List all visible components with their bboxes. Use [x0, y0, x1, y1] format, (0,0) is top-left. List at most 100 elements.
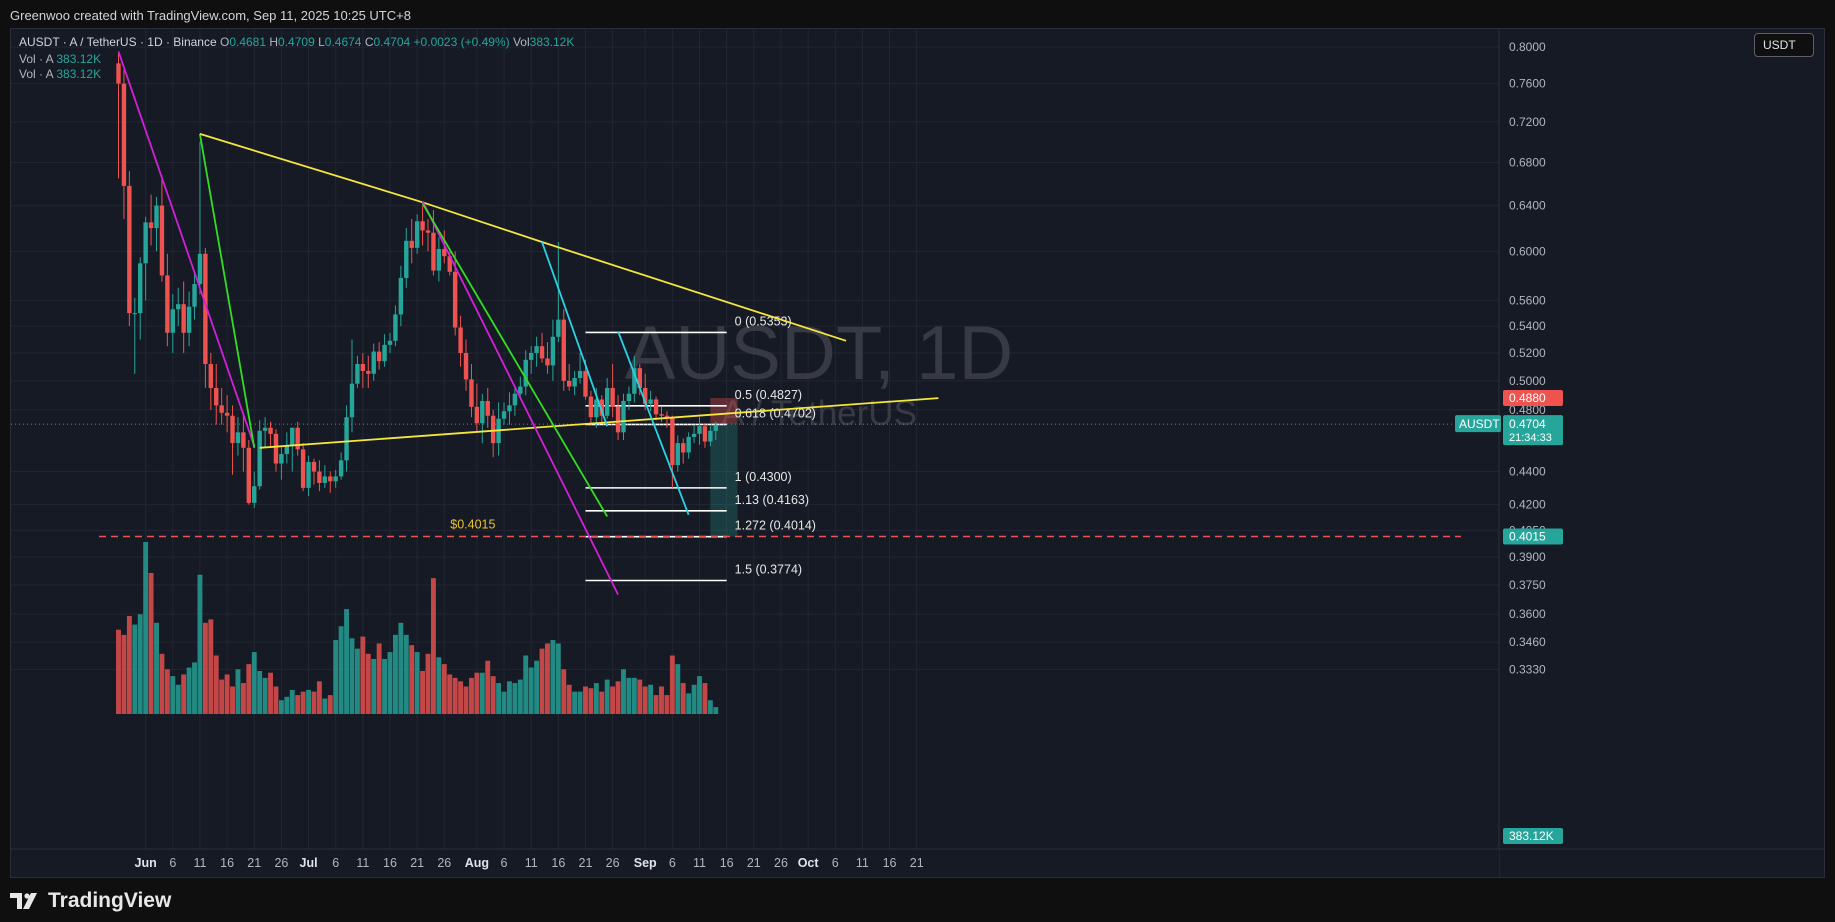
- candle-body: [121, 83, 127, 186]
- candle-body: [632, 368, 637, 394]
- trendline[interactable]: [199, 133, 256, 448]
- last-price-tag: [1503, 415, 1563, 446]
- volume-bar: [691, 684, 697, 714]
- volume-bar: [593, 683, 599, 714]
- volume-bar: [561, 669, 567, 714]
- volume-bar: [387, 652, 393, 714]
- candle-body: [605, 387, 610, 416]
- fib-level-label: 1 (0.4300): [735, 470, 792, 484]
- tradingview-logo-icon: [10, 893, 37, 909]
- price-axis-tick: 0.7600: [1509, 77, 1546, 91]
- candle-body: [338, 460, 344, 477]
- price-axis-tick: 0.3900: [1509, 550, 1546, 564]
- candle-body: [539, 346, 545, 359]
- time-axis-tick: Jun: [135, 856, 157, 870]
- volume-bar: [154, 622, 159, 714]
- volume-bar: [121, 634, 127, 714]
- candle-body: [203, 253, 208, 364]
- volume-bar: [371, 658, 377, 714]
- time-axis-tick: 6: [669, 856, 676, 870]
- candle-body: [176, 304, 181, 310]
- candle-body: [626, 393, 632, 401]
- chart-pane[interactable]: AUSDT, 1D A / TetherUS 0 (0.5353) 0.5 (0.48…: [10, 28, 1825, 878]
- time-axis-tick: 11: [356, 856, 369, 870]
- candle-body: [322, 476, 328, 483]
- last-price-value: 0.4704: [1509, 417, 1546, 431]
- brand-name: TradingView: [48, 889, 172, 912]
- support-price-label: $0.4015: [450, 518, 495, 532]
- time-axis-tick: 11: [193, 856, 206, 870]
- last-price-countdown: 21:34:33: [1509, 432, 1552, 444]
- time-axis-tick: 26: [437, 856, 451, 870]
- volume-bar: [219, 679, 225, 714]
- volume-legend-value: 383.12K: [56, 67, 102, 81]
- volume-bar: [338, 626, 344, 714]
- volume-bar: [707, 700, 713, 714]
- candle-body: [583, 370, 588, 397]
- volume-bar: [479, 672, 485, 714]
- volume-bar: [278, 700, 284, 714]
- candle-body: [501, 411, 507, 419]
- time-axis-tick: 16: [883, 856, 897, 870]
- price-axis-tick: 0.6000: [1509, 244, 1546, 258]
- time-axis-tick: 21: [747, 856, 761, 870]
- candle-body: [241, 432, 246, 448]
- time-axis-tick: Oct: [798, 856, 820, 870]
- volume-bar: [490, 676, 496, 714]
- trendline[interactable]: [259, 397, 939, 449]
- trendline[interactable]: [199, 133, 847, 342]
- time-axis-tick: 16: [383, 856, 397, 870]
- volume-bar: [333, 640, 339, 714]
- candle-body: [132, 313, 137, 315]
- candle-body: [409, 240, 414, 248]
- volume-bar: [659, 686, 664, 714]
- trendline[interactable]: [617, 331, 690, 516]
- price-axis-tick: 0.5600: [1509, 293, 1546, 307]
- candle-body: [431, 232, 436, 271]
- candle-body: [420, 221, 425, 231]
- time-axis-tick: 16: [551, 856, 565, 870]
- volume-bar: [572, 691, 578, 714]
- candle-body: [398, 277, 404, 315]
- candle-body: [165, 275, 170, 333]
- volume-bar: [523, 655, 529, 714]
- volume-bar: [517, 679, 523, 714]
- fib-level-label: 1.5 (0.3774): [735, 562, 802, 576]
- legend-open-value: 0.4681: [229, 35, 267, 49]
- trendline[interactable]: [117, 51, 256, 447]
- time-axis-tick: 6: [832, 856, 839, 870]
- candle-body: [534, 346, 539, 353]
- volume-bar: [474, 672, 480, 714]
- candle-body: [393, 314, 398, 341]
- candle-body: [284, 446, 290, 455]
- volume-bar: [599, 691, 605, 714]
- volume-bar: [344, 609, 350, 714]
- volume-bar: [621, 669, 626, 714]
- legend-open-label: O: [219, 35, 230, 49]
- legend-low-value: 0.4674: [324, 35, 362, 49]
- volume-bar: [566, 684, 572, 714]
- trendline[interactable]: [541, 241, 609, 427]
- position-stop-zone: [710, 398, 738, 424]
- candle-body: [317, 471, 322, 483]
- currency-selector[interactable]: USDT: [1754, 33, 1814, 57]
- volume-bar: [637, 679, 643, 714]
- volume-bar: [164, 669, 170, 714]
- trendline[interactable]: [421, 200, 619, 596]
- footer: TradingView: [10, 880, 171, 922]
- volume-bar: [686, 693, 692, 714]
- volume-bar: [311, 691, 317, 714]
- volume-legend-2[interactable]: Vol · A 383.12K: [19, 67, 101, 81]
- volume-bar: [447, 674, 453, 714]
- trendline[interactable]: [421, 202, 608, 517]
- volume-legend-1[interactable]: Vol · A 383.12K: [19, 52, 101, 66]
- price-chart[interactable]: AUSDT, 1DA / TetherUS 0 (0.5353) 0.5 (0.48…: [11, 29, 1824, 877]
- volume-bar: [273, 686, 279, 714]
- candle-body: [197, 253, 203, 285]
- symbol-chip: [1455, 415, 1501, 433]
- candle-body: [366, 370, 371, 374]
- price-axis-tick: 0.5200: [1509, 346, 1546, 360]
- volume-bar: [192, 662, 197, 714]
- volume-bar: [360, 636, 366, 714]
- candle-body: [648, 399, 653, 404]
